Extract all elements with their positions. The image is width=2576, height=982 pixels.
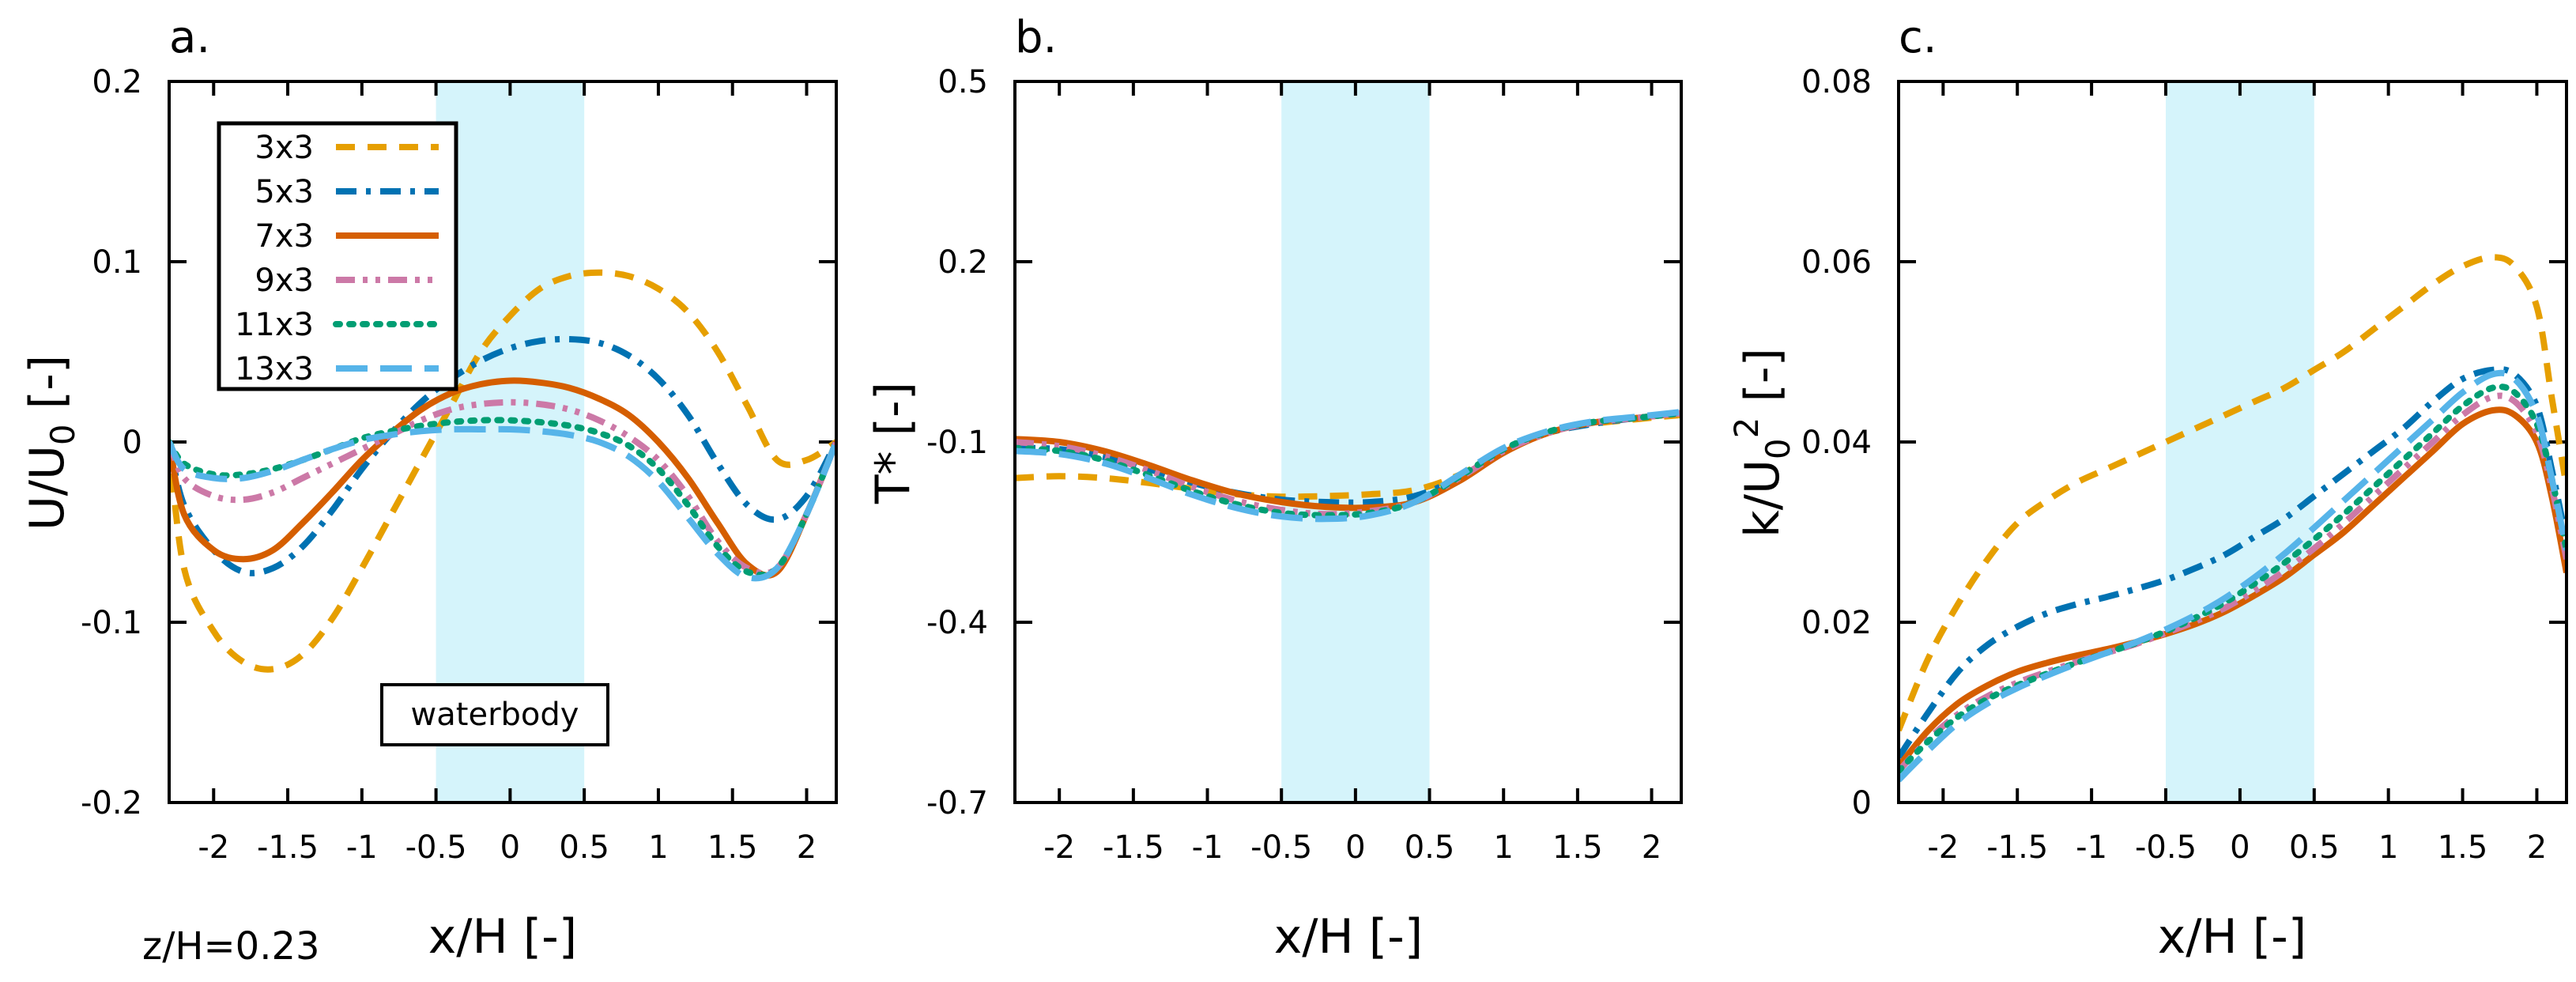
series-lines-b [1015,409,1681,523]
series-lines-a [169,269,836,673]
series-line-11x3 [169,417,836,579]
y-tick-label: 0 [123,425,142,461]
series-line-9x3 [1899,392,2567,773]
x-tick-label: 1.5 [707,829,758,866]
x-tick-label: 1.5 [1552,829,1603,866]
x-tick-label: 0.5 [559,829,609,866]
x-tick-label: 1 [2378,829,2398,866]
x-tick-label: 0.5 [1405,829,1455,866]
x-tick-label: 2 [797,829,817,866]
x-tick-label: -2 [1927,829,1959,866]
x-tick-label: -2 [1043,829,1075,866]
y-tick-label: 0 [1852,785,1872,821]
waterbody-shade [2166,81,2314,803]
panel-c: -2 -1.5 -1 -0.5 0 0.5 1 1.5 2 0 0.02 0.04 0.06 0.08 c… [1727,12,2568,965]
x-tick-label: -1 [1192,829,1224,866]
y-tick-label: -0.1 [926,425,988,461]
series-line-13x3 [169,425,836,582]
waterbody-annotation: waterbody [380,683,609,746]
x-axis-label-b: x/H [-] [1274,909,1423,965]
y-axis-label-a: U/U0 [-] [20,355,82,531]
x-axis-label-a: x/H [-] [428,909,577,965]
series-line-7x3 [1899,406,2567,769]
y-tick-label: 0.04 [1801,425,1872,461]
x-tick-label: -0.5 [2135,829,2197,866]
plot-frame-c [1897,80,2568,804]
y-tick-label: 0.1 [92,244,142,281]
y-tick-label: 0.02 [1801,605,1872,641]
x-tick-label: -1.5 [257,829,319,866]
legend-label-11x3: 11x3 [235,307,314,343]
x-tick-label: 0 [500,829,520,866]
panel-label-b: b. [1015,12,1057,63]
y-axis-label-b: T* [-] [866,382,921,504]
x-tick-label: 0.5 [2289,829,2340,866]
legend-label-13x3: 13x3 [235,351,314,387]
y-tick-label: 0.2 [92,64,142,100]
x-tick-label: 0 [2230,829,2250,866]
panel-label-c: c. [1899,12,1937,63]
y-tick-label: 0.2 [937,244,988,281]
series-line-5x3 [1899,366,2567,760]
waterbody-label: waterbody [411,697,579,733]
x-axis-label-c: x/H [-] [2158,909,2306,965]
series-line-5x3 [169,335,836,576]
waterbody-shade [436,81,585,803]
series-line-3x3 [1015,411,1681,500]
x-tick-label: -1.5 [1986,829,2048,866]
x-tick-label: 1.5 [2438,829,2488,866]
y-tick-label: -0.2 [81,785,142,821]
y-tick-label: -0.1 [81,605,142,641]
x-tick-label: -0.5 [405,829,467,866]
legend-label-7x3: 7x3 [255,218,314,255]
legend-label-9x3: 9x3 [255,262,314,299]
x-tick-label: 2 [1642,829,1661,866]
plot-frame-a [168,80,838,804]
height-note: z/H=0.23 [142,924,320,969]
x-tick-label: 1 [1493,829,1513,866]
panel-b: -2 -1.5 -1 -0.5 0 0.5 1 1.5 2-0.7-0.4-0.10.20.5 … [866,12,1683,965]
legend-label-5x3: 5x3 [255,174,314,210]
legend: 3x3 5x3 7x3 9x3 11x3 13x3 [217,121,458,391]
y-tick-label: -0.7 [926,785,988,821]
x-tick-label: -2 [198,829,229,866]
x-tick-label: 2 [2527,829,2547,866]
series-line-3x3 [169,269,836,673]
y-axis-label-c: k/U02 [-] [1727,348,1797,538]
series-line-13x3 [1899,369,2567,783]
legend-box [217,121,458,391]
y-tick-label: -0.4 [926,605,988,641]
series-lines-c [1899,254,2567,783]
x-tick-label: 0 [1345,829,1365,866]
x-tick-label: -1.5 [1103,829,1164,866]
x-tick-label: 1 [648,829,668,866]
ticks-a: -2 -1.5 -1 -0.5 0 0.5 1 1.5 2 -0.2 -0.1 0 0.1 0.2 [81,64,836,866]
legend-label-3x3: 3x3 [255,130,314,166]
x-tick-label: -1 [346,829,378,866]
series-line-9x3 [169,398,836,577]
panel-label-a: a. [169,12,210,63]
y-tick-label: 0.08 [1801,64,1872,100]
series-line-13x3 [1015,409,1681,523]
x-tick-label: -0.5 [1250,829,1312,866]
x-tick-label: -1 [2076,829,2107,866]
waterbody-shade [1281,81,1430,803]
series-line-3x3 [1899,254,2567,732]
series-line-7x3 [169,377,836,579]
y-tick-label: 0.5 [937,64,988,100]
plot-frame-b [1013,80,1683,804]
panel-a: -2 -1.5 -1 -0.5 0 0.5 1 1.5 2-0.2-0.100.10.2 a. … [20,12,838,969]
ticks-c: -2 -1.5 -1 -0.5 0 0.5 1 1.5 2 0 0.02 0.04 0.06 0.08 [1801,64,2567,866]
y-tick-label: 0.06 [1801,244,1872,281]
